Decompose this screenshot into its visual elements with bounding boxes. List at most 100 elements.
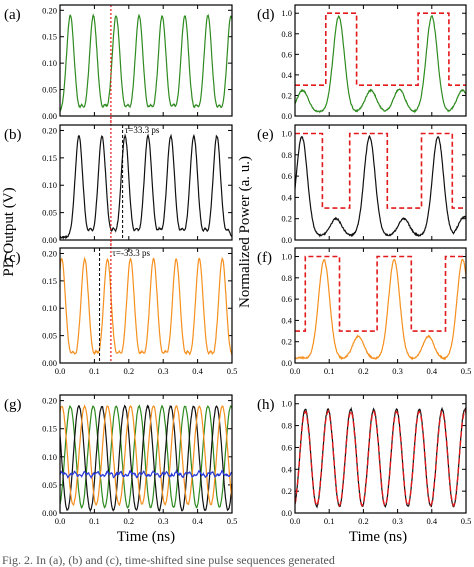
panel-a: (a) 0.00 0.05 0.10 0.15 0.20 — [4, 4, 233, 125]
y-tick-label: 0.00 — [42, 111, 57, 121]
y-tick-label: 0.4 — [281, 464, 292, 474]
x-tick-label: 0.1 — [324, 366, 335, 376]
plot-frame — [294, 124, 467, 241]
x-axis-label-right: Time (ns) — [349, 529, 407, 545]
series-line-black — [295, 134, 466, 238]
panel-f: (f) 0.0 0.2 0.4 0.6 0.8 1.0 0.0 0.1 0.2 0.3 0.4 0.5 — [257, 247, 472, 376]
y-tick-label: 1.0 — [281, 399, 292, 409]
y-tick-label: 0.20 — [42, 396, 57, 406]
x-tick-label: 0.1 — [89, 516, 100, 526]
y-tick-label: 0.8 — [281, 273, 292, 283]
series-line-red_dashed — [295, 255, 466, 332]
x-tick-label: 0.3 — [392, 366, 403, 376]
x-tick-label: 0.0 — [55, 516, 66, 526]
y-tick-label: 0.8 — [281, 421, 292, 431]
figure-caption: Fig. 2. In (a), (b) and (c), time-shifte… — [2, 553, 335, 567]
series-line-green — [60, 13, 232, 113]
annotation-text: τ=33.3 ps — [125, 125, 160, 135]
y-tick-label: 0.0 — [281, 508, 292, 518]
x-tick-label: 0.2 — [358, 366, 369, 376]
panel-h: (h) 0.0 0.2 0.4 0.6 0.8 1.0 0.0 0.1 0.2 0.3 0.4 0.5 — [257, 394, 471, 526]
x-axis-label-left: Time (ns) — [117, 529, 175, 545]
y-tick-label: 0.6 — [281, 294, 292, 304]
x-tick-label: 0.5 — [227, 366, 238, 376]
plot-frame — [294, 4, 467, 117]
series-line-orange — [60, 404, 232, 507]
series-line-blue — [60, 469, 232, 480]
y-tick-label: 0.4 — [281, 192, 292, 202]
y-tick-label: 0.0 — [281, 358, 292, 368]
x-tick-label: 0.3 — [158, 366, 169, 376]
y-tick-label: 0.10 — [42, 58, 57, 68]
y-tick-label: 0.10 — [42, 180, 57, 190]
y-tick-label: 0.4 — [281, 70, 292, 80]
panel-b: (b) 0.00 0.05 0.10 0.15 0.20 τ=33.3 ps — [4, 116, 233, 249]
y-tick-label: 0.00 — [42, 235, 57, 245]
x-tick-label: 0.0 — [290, 516, 301, 526]
y-tick-label: 0.20 — [42, 125, 57, 135]
y-tick-label: 0.4 — [281, 315, 292, 325]
annotation-text: τ=-33.3 ps — [112, 248, 150, 258]
y-tick-label: 0.6 — [281, 442, 292, 452]
y-tick-label: 0.2 — [281, 214, 292, 224]
panel-label: (g) — [4, 397, 22, 413]
y-tick-label: 0.2 — [281, 337, 292, 347]
x-tick-label: 0.1 — [89, 366, 100, 376]
panel-label: (a) — [4, 7, 21, 23]
panel-c: (c) 0.00 0.05 0.10 0.15 0.20 0.0 0.1 0.2 0.3 0.4 0.… — [4, 239, 237, 376]
y-tick-label: 0.15 — [42, 153, 57, 163]
y-tick-label: 0.6 — [281, 49, 292, 59]
y-tick-label: 1.0 — [281, 8, 292, 18]
y-tick-label: 0.05 — [42, 331, 57, 341]
y-tick-label: 0.10 — [42, 452, 57, 462]
y-tick-label: 0.05 — [42, 480, 57, 490]
panel-g: (g) 0.00 0.05 0.10 0.15 0.20 0.0 0.1 0.2 0.3 0.4 0.… — [4, 394, 238, 526]
y-tick-label: 0.2 — [281, 90, 292, 100]
y-tick-label: 0.15 — [42, 424, 57, 434]
panel-d: (d) 0.0 0.2 0.4 0.6 0.8 1.0 — [257, 4, 467, 121]
x-tick-label: 0.2 — [358, 516, 369, 526]
y-tick-label: 0.10 — [42, 303, 57, 313]
y-tick-label: 1.0 — [281, 129, 292, 139]
series-line-green — [295, 15, 466, 114]
x-tick-label: 0.4 — [192, 516, 203, 526]
x-tick-label: 0.5 — [461, 366, 472, 376]
plot-frame — [59, 247, 233, 364]
plot-frame — [59, 124, 233, 241]
y-tick-label: 0.15 — [42, 276, 57, 286]
y-tick-label: 0.20 — [42, 248, 57, 258]
y-tick-label: 0.8 — [281, 29, 292, 39]
x-tick-label: 0.0 — [290, 366, 301, 376]
y-axis-label-right: Normalized Power (a. u.) — [237, 156, 253, 308]
panel-label: (f) — [257, 250, 272, 266]
series-line-red_dashed — [295, 409, 466, 508]
y-tick-label: 0.6 — [281, 171, 292, 181]
y-axis-label-left: PD Output (V) — [1, 187, 17, 276]
panel-label: (h) — [257, 397, 275, 413]
y-tick-label: 0.15 — [42, 32, 57, 42]
plot-frame — [59, 394, 233, 514]
x-tick-label: 0.3 — [158, 516, 169, 526]
series-line-orange — [60, 256, 232, 356]
series-line-black — [60, 133, 232, 240]
panel-label: (c) — [4, 250, 21, 266]
y-tick-label: 1.0 — [281, 252, 292, 262]
series-line-black — [60, 404, 232, 513]
panel-label: (d) — [257, 7, 275, 23]
x-tick-label: 0.2 — [123, 366, 134, 376]
y-tick-label: 0.2 — [281, 486, 292, 496]
x-tick-label: 0.4 — [192, 366, 203, 376]
plot-frame — [294, 394, 467, 514]
y-tick-label: 0.00 — [42, 508, 57, 518]
y-tick-label: 0.8 — [281, 150, 292, 160]
x-tick-label: 0.3 — [392, 516, 403, 526]
y-tick-label: 0.0 — [281, 235, 292, 245]
series-line-red_dashed — [295, 12, 466, 86]
x-tick-label: 0.5 — [227, 516, 238, 526]
y-tick-label: 0.05 — [42, 208, 57, 218]
panel-e: (e) 0.0 0.2 0.4 0.6 0.8 1.0 — [257, 124, 467, 245]
y-tick-label: 0.0 — [281, 111, 292, 121]
panel-label: (b) — [4, 127, 22, 143]
y-tick-label: 0.00 — [42, 358, 57, 368]
